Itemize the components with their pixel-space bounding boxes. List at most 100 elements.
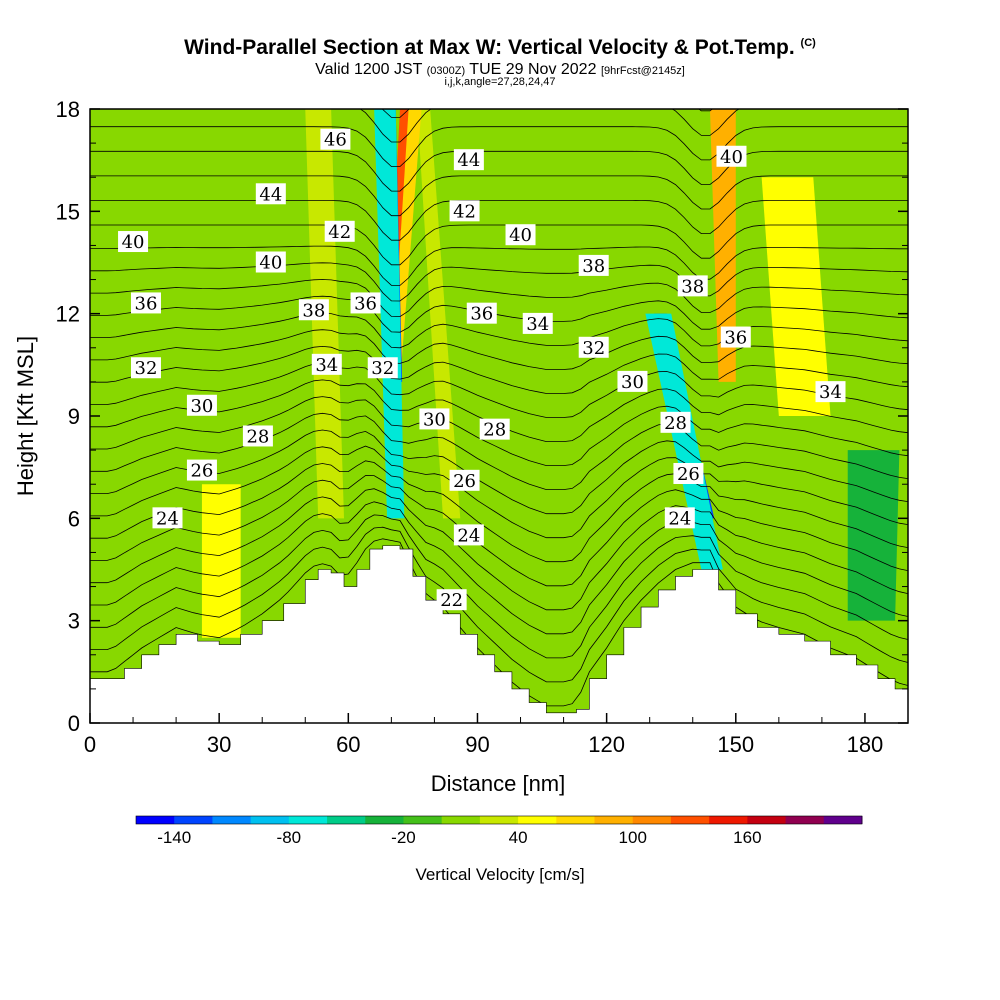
contour-label-box	[664, 507, 695, 529]
contour-label-box	[453, 149, 484, 171]
contour-label-box	[152, 507, 183, 529]
theta-contour-label: 24	[664, 507, 695, 529]
contour-label-text: 36	[724, 328, 747, 349]
contour-label-box	[311, 353, 342, 375]
theta-contour-label: 28	[660, 411, 691, 434]
theta-contour-label: 36	[130, 292, 161, 314]
contour-label-text: 26	[677, 464, 700, 485]
chart-title: Wind-Parallel Section at Max W: Vertical…	[184, 36, 816, 59]
theta-contour-label: 42	[324, 220, 355, 243]
colorbar-tick-label: 160	[733, 828, 761, 847]
theta-contour-line	[90, 279, 908, 318]
contour-label-text: 30	[423, 409, 446, 430]
velocity-region	[761, 177, 831, 416]
contour-label-text: 28	[246, 426, 269, 447]
velocity-region	[374, 109, 405, 519]
contour-label-box	[186, 459, 217, 481]
colorbar-swatch	[823, 816, 863, 824]
contour-label-box	[186, 394, 217, 416]
contour-label-text: 40	[509, 225, 532, 246]
contour-label-box	[298, 299, 329, 321]
colorbar-swatch	[747, 816, 787, 824]
contour-label-box	[367, 357, 398, 379]
colorbar-tick-label: -20	[391, 828, 416, 847]
colorbar-swatch	[288, 816, 328, 824]
colorbar-tick-label: 100	[619, 828, 647, 847]
colorbar-swatch	[441, 816, 481, 824]
theta-contour-line	[90, 126, 908, 167]
colorbar-frame	[135, 815, 863, 825]
colorbar-tick-label: -140	[157, 828, 191, 847]
theta-contour-label: 42	[449, 200, 480, 222]
contour-label-text: 40	[720, 147, 743, 168]
colorbar-swatch	[403, 816, 443, 824]
theta-contour-line	[90, 262, 908, 302]
theta-contour-line	[90, 345, 908, 394]
theta-contour-label: 44	[255, 183, 286, 205]
theta-contour-line	[90, 362, 908, 418]
theta-contour-label: 30	[617, 370, 648, 393]
y-tick-label: 15	[56, 199, 80, 224]
contour-label-text: 28	[664, 413, 687, 434]
contour-label-text: 44	[259, 184, 282, 205]
contour-label-box	[324, 220, 355, 242]
theta-contour-label: 36	[350, 292, 381, 314]
chart-subtitle-indices: i,j,k,angle=27,28,24,47	[444, 76, 556, 88]
y-tick-label: 9	[68, 404, 80, 429]
theta-contour-line	[90, 312, 908, 349]
contour-label-box	[720, 326, 751, 348]
theta-contour-line	[90, 475, 908, 587]
theta-contour-label: 36	[466, 302, 497, 325]
chart-subtitle: Valid 1200 JST (0300Z) TUE 29 Nov 2022 […	[315, 61, 685, 78]
contour-label-text: 30	[621, 372, 644, 393]
theta-contour-line	[90, 245, 908, 286]
theta-contour-label: 40	[118, 231, 149, 253]
colorbar-swatch	[479, 816, 519, 824]
colorbar-label: Vertical Velocity [cm/s]	[415, 865, 584, 884]
colorbar-tick-label: 40	[509, 828, 528, 847]
velocity-region	[417, 109, 461, 519]
contour-label-box	[130, 357, 161, 379]
contour-label-text: 38	[582, 256, 605, 277]
colorbar-swatch	[327, 816, 366, 824]
contour-label-box	[522, 312, 553, 334]
terrain-mask	[89, 545, 909, 724]
colorbar-swatch	[518, 816, 557, 824]
theta-contour-line	[90, 429, 908, 515]
velocity-region	[201, 484, 241, 638]
velocity-region	[709, 109, 736, 382]
contour-label-box	[660, 411, 691, 433]
theta-contour-label: 24	[152, 507, 183, 529]
theta-contour-line	[90, 412, 908, 490]
theta-contour-label: 26	[673, 462, 704, 485]
contour-label-box	[320, 128, 351, 150]
contour-label-text: 44	[457, 150, 480, 171]
theta-contour-label: 46	[320, 128, 351, 151]
contour-label-box	[617, 370, 648, 392]
theta-contour-label: 28	[479, 418, 510, 441]
theta-contour-label: 28	[242, 425, 273, 447]
theta-contour-line	[90, 53, 908, 93]
contour-label-box	[578, 254, 609, 276]
y-axis-label: Height [Kft MSL]	[13, 336, 38, 496]
y-tick-label: 3	[68, 609, 80, 634]
theta-contour-line	[90, 329, 908, 370]
contour-label-box	[815, 381, 846, 403]
y-tick-label: 6	[68, 506, 80, 531]
colorbar-tick-label: -80	[277, 828, 302, 847]
velocity-region	[847, 450, 900, 621]
velocity-region	[645, 313, 723, 570]
theta-contour-label: 32	[578, 336, 609, 359]
colorbar-swatch	[556, 816, 596, 824]
contour-label-text: 22	[440, 590, 463, 611]
contour-label-box	[255, 251, 286, 273]
contour-label-text: 46	[324, 130, 347, 151]
contour-label-text: 30	[190, 396, 213, 417]
x-axis-label: Distance [nm]	[431, 771, 566, 796]
contour-label-text: 40	[122, 232, 145, 253]
theta-contour-label: 40	[255, 251, 286, 274]
contour-label-text: 36	[135, 293, 158, 314]
contour-label-text: 34	[315, 355, 338, 376]
colorbar: -140 -80 -20 40 100 160	[135, 815, 863, 847]
